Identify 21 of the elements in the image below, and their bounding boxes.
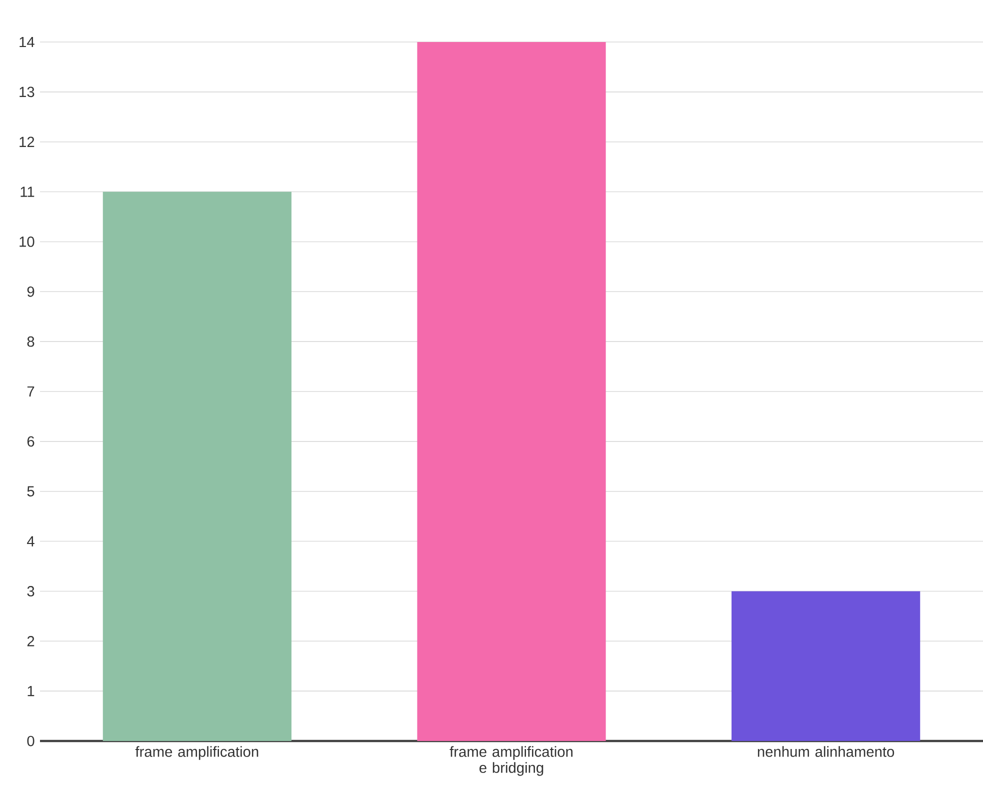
y-tick-label: 12: [20, 136, 34, 147]
x-tick-label: nenhum alinhamento: [758, 746, 894, 757]
bar: [102, 192, 292, 741]
y-tick-label: 8: [27, 336, 34, 347]
y-tick-label: 10: [20, 236, 34, 247]
x-tick-label: frame amplification: [135, 746, 258, 760]
y-tick-label: 13: [20, 86, 34, 98]
y-tick-label: 9: [27, 286, 34, 297]
y-tick-label: 0: [27, 736, 34, 746]
y-tick-label: 11: [20, 186, 34, 197]
y-tick-label: 3: [27, 586, 34, 596]
y-tick-label: 4: [27, 536, 34, 546]
bar: [732, 591, 920, 741]
y-tick-label: 2: [27, 636, 34, 646]
y-tick-label: 14: [20, 36, 34, 48]
y-tick-label: 7: [27, 386, 34, 397]
bar: [417, 42, 606, 741]
x-tick-label: frame amplification e bridging: [450, 746, 572, 776]
y-tick-label: 1: [28, 686, 34, 696]
y-tick-label: 5: [27, 486, 34, 496]
y-tick-label: 6: [27, 436, 34, 447]
